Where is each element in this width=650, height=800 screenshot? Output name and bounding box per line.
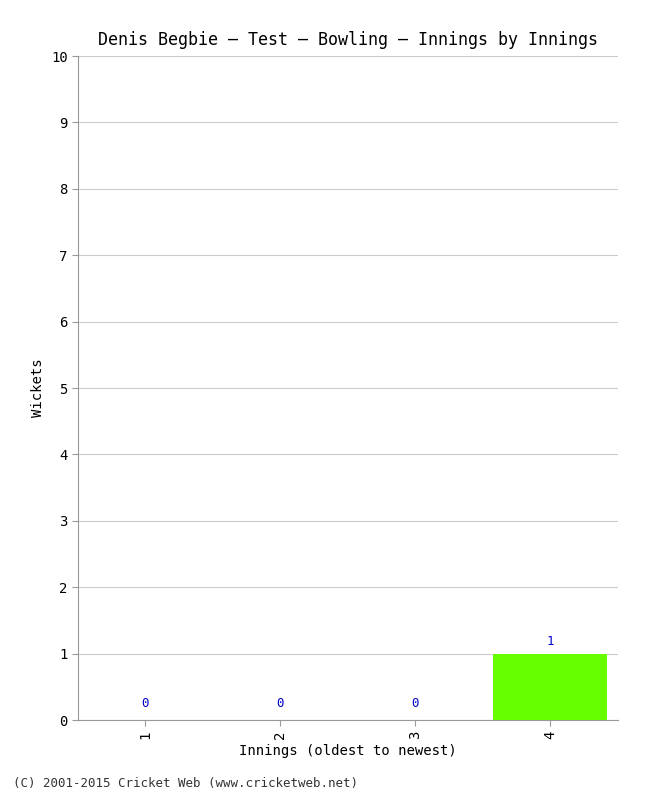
Text: 1: 1 xyxy=(546,635,554,648)
Text: 0: 0 xyxy=(276,697,284,710)
Text: 0: 0 xyxy=(411,697,419,710)
Y-axis label: Wickets: Wickets xyxy=(31,358,46,418)
Bar xyxy=(493,654,607,720)
Title: Denis Begbie – Test – Bowling – Innings by Innings: Denis Begbie – Test – Bowling – Innings … xyxy=(98,31,598,49)
Text: 0: 0 xyxy=(142,697,150,710)
Text: (C) 2001-2015 Cricket Web (www.cricketweb.net): (C) 2001-2015 Cricket Web (www.cricketwe… xyxy=(13,778,358,790)
X-axis label: Innings (oldest to newest): Innings (oldest to newest) xyxy=(239,744,456,758)
